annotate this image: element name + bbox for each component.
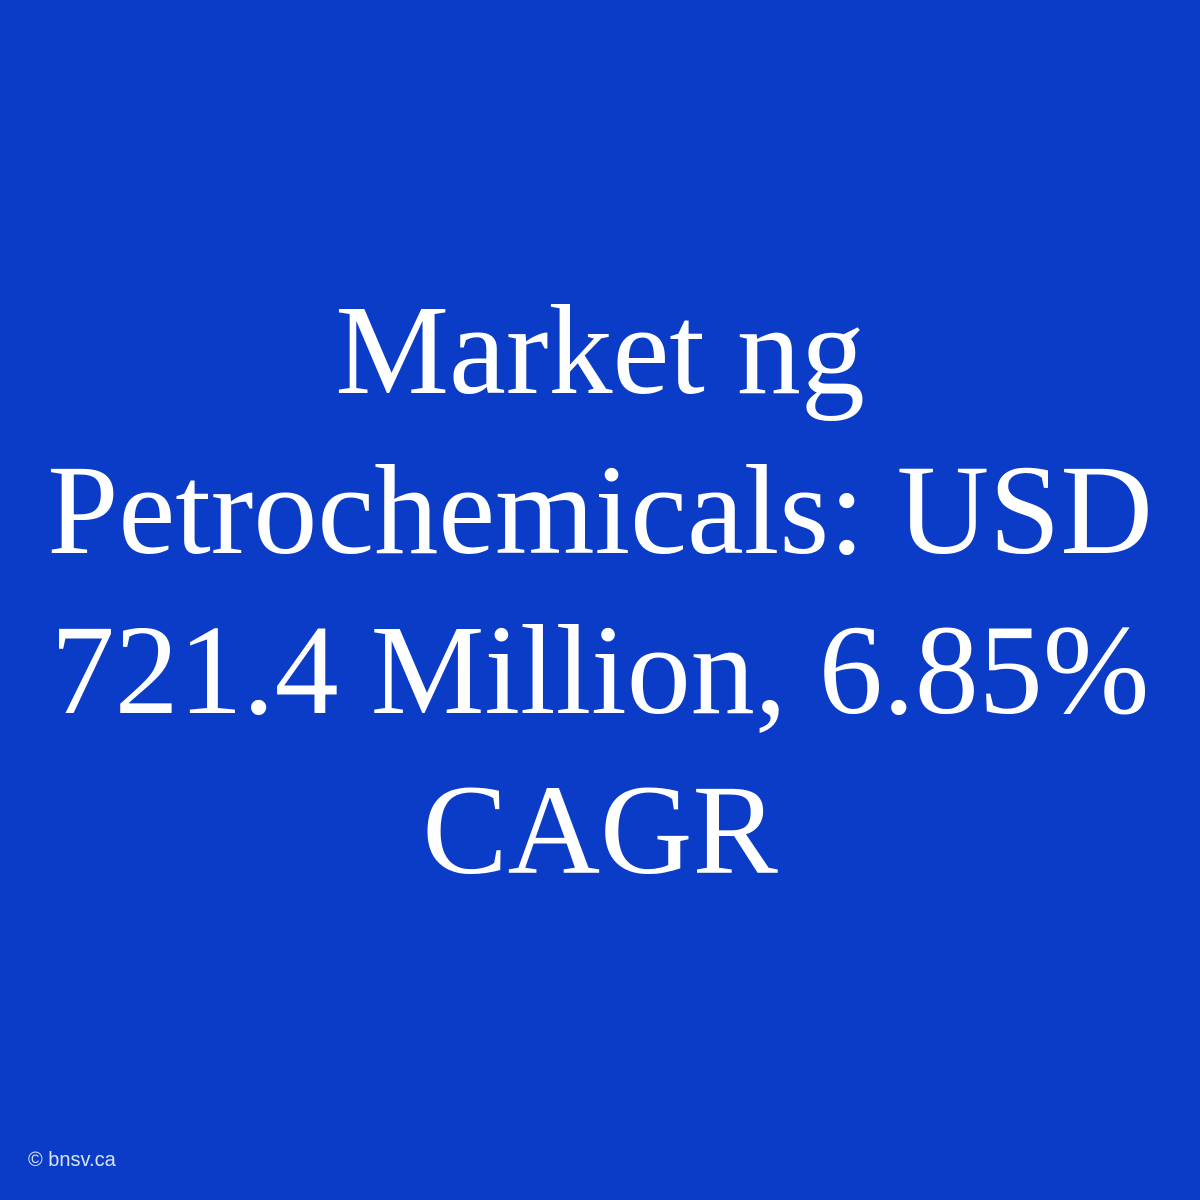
copyright-text: © bnsv.ca	[28, 1149, 116, 1172]
headline-text: Market ng Petrochemicals: USD 721.4 Mill…	[0, 270, 1200, 910]
